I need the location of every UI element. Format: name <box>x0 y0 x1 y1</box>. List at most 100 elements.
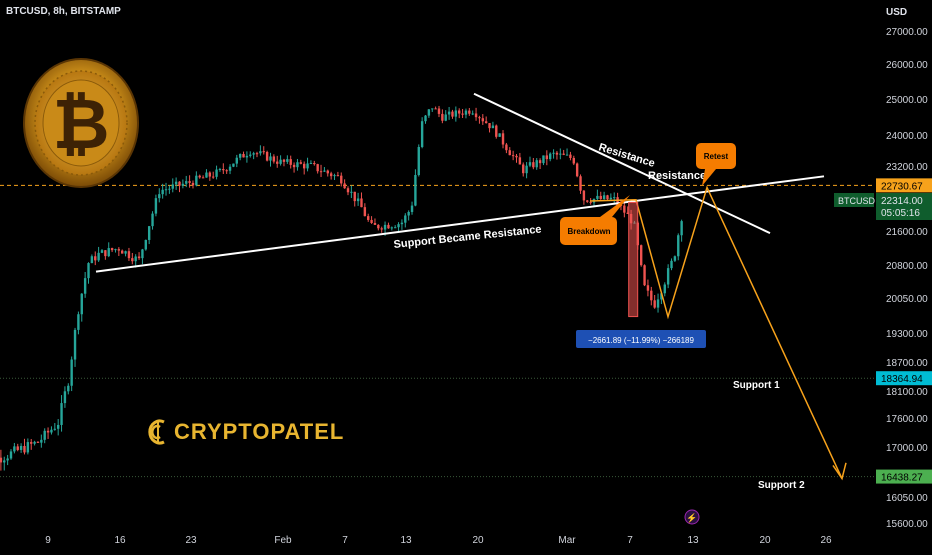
candle-body <box>151 213 154 227</box>
candle-body <box>205 172 208 178</box>
candle-body <box>87 263 90 279</box>
candle-body <box>400 222 404 225</box>
y-tick-label: 17600.00 <box>886 414 928 425</box>
measure-range-box <box>628 201 639 318</box>
y-tick-label: 26000.00 <box>886 60 928 71</box>
candle-body <box>161 189 164 195</box>
brand-icon <box>148 419 165 445</box>
candle-body <box>535 160 538 168</box>
candle-body <box>437 108 441 114</box>
candle-body <box>569 154 572 158</box>
candle-body <box>397 224 400 228</box>
candle-body <box>259 151 262 154</box>
candle-body <box>265 151 269 161</box>
candle-body <box>313 163 316 165</box>
candle-body <box>390 227 394 229</box>
resistance-price-tag: 22730.67 <box>881 181 923 192</box>
candle-body <box>377 224 380 229</box>
candle-body <box>575 163 579 177</box>
current-price-tag-bg <box>876 193 932 220</box>
y-tick-label: 23200.00 <box>886 162 928 173</box>
current-price-tag: 22314.00 <box>881 196 923 207</box>
candle-body <box>484 121 488 124</box>
candle-body <box>154 198 158 214</box>
support-2-label: Support 2 <box>758 480 805 491</box>
candle-body <box>323 170 326 172</box>
y-tick-label: 21600.00 <box>886 227 928 238</box>
candle-body <box>137 256 141 259</box>
x-tick-label: 13 <box>400 535 412 546</box>
y-tick-label: 19300.00 <box>886 329 928 340</box>
breakdown-label: Breakdown <box>567 227 610 236</box>
candle-body <box>6 458 9 461</box>
candle-body <box>83 278 87 294</box>
candle-body <box>666 268 670 285</box>
candle-body <box>222 169 225 171</box>
bitcoin-symbol: ₿ <box>52 85 109 163</box>
candle-body <box>444 114 447 121</box>
candle-body <box>201 177 205 179</box>
candle-body <box>589 201 592 203</box>
candle-body <box>549 153 552 160</box>
candle-body <box>158 194 161 199</box>
candle-body <box>90 256 94 264</box>
x-tick-label: 7 <box>627 535 633 546</box>
candle-body <box>515 155 518 158</box>
resistance-price-tag-bg <box>876 178 932 193</box>
candle-body <box>235 157 238 164</box>
projection-path[interactable] <box>589 185 843 479</box>
candle-body <box>532 162 535 168</box>
candle-body <box>643 265 646 286</box>
candle-body <box>356 198 360 202</box>
candle-body <box>343 183 346 189</box>
candle-body <box>225 170 228 172</box>
candle-body <box>171 184 174 189</box>
y-tick-label: 24000.00 <box>886 131 928 142</box>
candle-body <box>127 251 131 259</box>
candle-body <box>555 152 559 155</box>
candle-body <box>609 197 613 200</box>
candle-body <box>572 157 575 164</box>
resistance-trendline[interactable] <box>473 92 771 235</box>
candle-body <box>16 446 19 450</box>
candle-body <box>299 162 303 164</box>
candle-body <box>454 110 458 117</box>
candle-body <box>292 164 296 168</box>
candle-body <box>333 175 336 177</box>
candle-body <box>276 161 279 164</box>
candle-body <box>623 205 626 213</box>
candle-body <box>417 147 420 176</box>
candle-body <box>596 195 599 199</box>
candle-body <box>656 299 660 308</box>
candle-body <box>451 111 454 117</box>
candle-body <box>599 195 602 199</box>
support-1-price-tag-bg <box>876 371 932 386</box>
candle-body <box>56 424 60 429</box>
candle-body <box>208 172 212 177</box>
candle-body <box>525 165 528 174</box>
candle-body <box>46 430 50 433</box>
candle-body <box>670 260 673 269</box>
candle-body <box>215 169 218 177</box>
candle-body <box>407 211 410 216</box>
chart-title: BTCUSD, 8h, BITSTAMP <box>6 6 121 17</box>
candle-body <box>468 110 471 114</box>
support-trendline[interactable] <box>95 175 825 273</box>
candle-body <box>360 198 363 208</box>
candle-body <box>97 252 100 261</box>
candle-body <box>441 113 444 121</box>
candle-body <box>579 176 582 191</box>
candle-body <box>40 439 43 443</box>
candle-body <box>663 284 666 294</box>
candle-body <box>650 290 653 301</box>
candle-body <box>602 195 606 199</box>
lightning-icon[interactable] <box>684 509 700 525</box>
candle-body <box>245 155 249 158</box>
candle-body <box>639 245 643 266</box>
candle-body <box>302 163 306 169</box>
candle-body <box>501 133 505 145</box>
axes-layer: USD27000.0026000.0025000.0024000.0023200… <box>45 7 932 546</box>
candle-body <box>434 108 437 110</box>
